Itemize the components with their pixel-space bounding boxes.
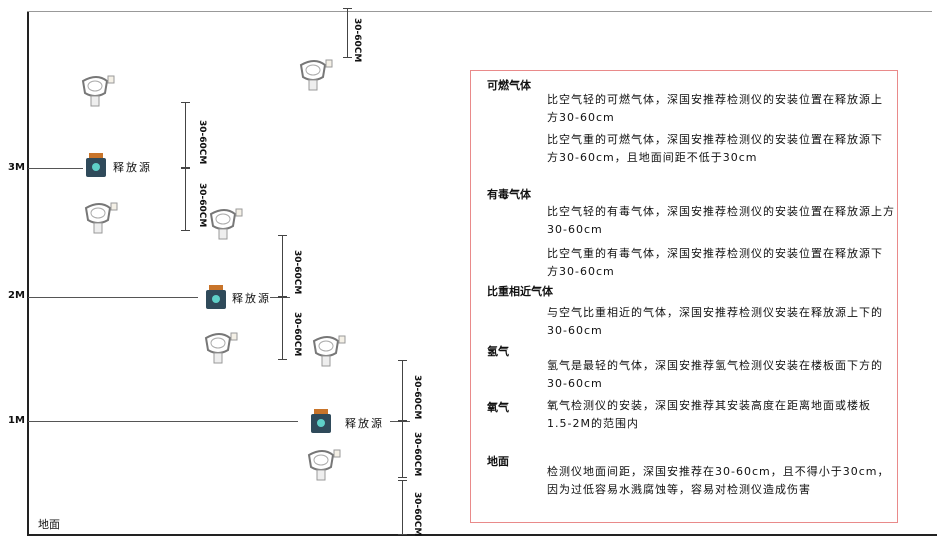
dimension-label: 30-60CM <box>197 120 207 165</box>
ground-label: 地面 <box>38 518 60 531</box>
dimension-label: 30-60CM <box>197 183 207 228</box>
gas-detector-icon <box>81 75 115 107</box>
gas-source-icon <box>206 285 226 309</box>
paragraph: 与空气比重相近的气体，深国安推荐检测仪安装在释放源上下的30-60cm <box>547 306 883 337</box>
paragraph: 比空气重的有毒气体，深国安推荐检测仪的安装位置在释放源下方30-60cm <box>547 247 883 278</box>
paragraph: 检测仪地面间距，深国安推荐在30-60cm，且不得小于30cm，因为过低容易水溅… <box>547 465 890 496</box>
dimension-label: 30-60CM <box>352 18 362 63</box>
source-label-1m: 释放源 <box>345 417 384 430</box>
dimension-line <box>278 297 287 360</box>
section-title-similar-density: 比重相近气体 <box>487 285 553 298</box>
paragraph: 比空气轻的有毒气体，深国安推荐检测仪的安装位置在释放源上方30-60cm <box>547 205 895 236</box>
dimension-line <box>343 8 352 58</box>
paragraph: 比空气重的可燃气体，深国安推荐检测仪的安装位置在释放源下方30-60cm，且地面… <box>547 133 883 164</box>
dimension-label: 30-60CM <box>292 250 302 295</box>
source-label-2m: 释放源 <box>232 292 271 305</box>
dimension-label: 30-60CM <box>412 492 422 537</box>
section-title-hydrogen: 氢气 <box>487 345 509 358</box>
dimension-line <box>181 168 190 231</box>
dimension-line <box>398 480 407 535</box>
ceiling-line <box>27 11 932 12</box>
ground-line <box>27 534 937 536</box>
gas-source-icon <box>311 409 331 433</box>
paragraph: 氧气检测仪的安装，深国安推荐其安装高度在距离地面或楼板1.5-2M的范围内 <box>547 399 871 430</box>
dimension-line <box>398 421 407 478</box>
level-line-3m <box>28 168 83 169</box>
dimension-line <box>278 235 287 297</box>
level-label-1m: 1M <box>8 415 25 426</box>
dimension-line <box>181 102 190 168</box>
section-title-combustible: 可燃气体 <box>487 79 531 92</box>
paragraph: 氢气是最轻的气体，深国安推荐氢气检测仪安装在楼板面下方的30-60cm <box>547 359 883 390</box>
dimension-label: 30-60CM <box>412 432 422 477</box>
wall-line <box>27 11 29 536</box>
source-label-3m: 释放源 <box>113 161 152 174</box>
section-title-toxic: 有毒气体 <box>487 188 531 201</box>
level-line-1m <box>28 421 298 422</box>
level-line-2m <box>28 297 198 298</box>
gas-detector-icon <box>84 202 118 234</box>
dimension-line <box>398 360 407 421</box>
dimension-label: 30-60CM <box>412 375 422 420</box>
level-label-3m: 3M <box>8 162 25 173</box>
paragraph: 比空气轻的可燃气体，深国安推荐检测仪的安装位置在释放源上方30-60cm <box>547 93 883 124</box>
gas-detector-icon <box>204 332 238 364</box>
gas-detector-icon <box>209 208 243 240</box>
section-title-oxygen: 氧气 <box>487 401 509 414</box>
gas-source-icon <box>86 153 106 177</box>
gas-detector-icon <box>312 335 346 367</box>
gas-detector-icon <box>307 449 341 481</box>
section-title-ground: 地面 <box>487 455 509 468</box>
dimension-label: 30-60CM <box>292 312 302 357</box>
installation-guide-box: 可燃气体 比空气轻的可燃气体，深国安推荐检测仪的安装位置在释放源上方30-60c… <box>470 70 898 523</box>
gas-detector-icon <box>299 59 333 91</box>
level-label-2m: 2M <box>8 290 25 301</box>
